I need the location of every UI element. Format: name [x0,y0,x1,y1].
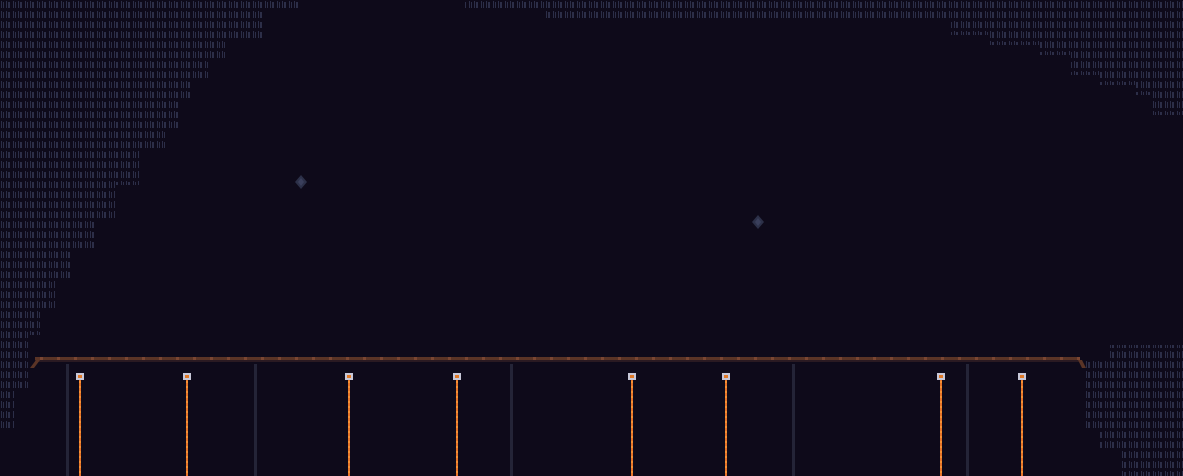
rivet [227,357,230,360]
rivet [397,357,400,360]
pillar [510,364,513,476]
rivet [108,357,111,360]
rivet [295,357,298,360]
rivet [1009,357,1012,360]
rivet [822,357,825,360]
rivet [125,357,128,360]
wall-bottom-right [1085,345,1183,476]
rivet [261,357,264,360]
pillar [792,364,795,476]
hanging-chain [1018,373,1026,476]
rivet [448,357,451,360]
rivet [652,357,655,360]
rivet [159,357,162,360]
rivet [431,357,434,360]
pillar [966,364,969,476]
rivet [890,357,893,360]
rivet [924,357,927,360]
rivet [1043,357,1046,360]
rivet [805,357,808,360]
rivet [40,357,43,360]
rivet [244,357,247,360]
rivet [346,357,349,360]
rivet [703,357,706,360]
rivet [873,357,876,360]
hanging-chain [345,373,353,476]
rivet [380,357,383,360]
hanging-chains [76,373,1026,476]
rivet [516,357,519,360]
rivet [312,357,315,360]
floating-crystal [295,175,307,189]
hanging-chain [722,373,730,476]
ceiling-beam [30,357,1086,368]
rivet [1060,357,1063,360]
rivet [499,357,502,360]
wall-top-right [465,0,1183,115]
rivet [1026,357,1029,360]
rivet [176,357,179,360]
wall-top-left [0,0,300,430]
pillar [254,364,257,476]
hanging-chain [453,373,461,476]
rivet [74,357,77,360]
rivet [363,357,366,360]
rivet [856,357,859,360]
rivet [142,357,145,360]
rivet [193,357,196,360]
beam-rivets [40,357,1080,360]
rivet [91,357,94,360]
hanging-chain [628,373,636,476]
rivet [788,357,791,360]
rivet [771,357,774,360]
hanging-chain [183,373,191,476]
floating-crystal [752,215,764,229]
rivet [686,357,689,360]
rivet [958,357,961,360]
rivet [1077,357,1080,360]
rivet [550,357,553,360]
rivet [278,357,281,360]
rivet [975,357,978,360]
rivet [992,357,995,360]
rivet [618,357,621,360]
rivet [210,357,213,360]
support-pillars [66,364,969,476]
rivet [720,357,723,360]
rivet [57,357,60,360]
rivet [567,357,570,360]
rivet [601,357,604,360]
pillar [66,364,69,476]
rivet [737,357,740,360]
rivet [941,357,944,360]
rivet [414,357,417,360]
rivet [329,357,332,360]
hanging-chain [937,373,945,476]
rivet [482,357,485,360]
rivet [635,357,638,360]
rivet [754,357,757,360]
hanging-chain [76,373,84,476]
rivet [669,357,672,360]
rivet [584,357,587,360]
rivet [465,357,468,360]
rivet [533,357,536,360]
rivet [907,357,910,360]
rivet [839,357,842,360]
